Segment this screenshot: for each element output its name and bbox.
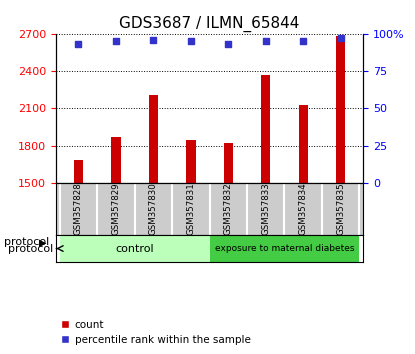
Point: [112, 38, 119, 44]
Bar: [74, 160, 83, 183]
Bar: [336, 36, 345, 183]
Bar: [298, 104, 308, 183]
Text: exposure to maternal diabetes: exposure to maternal diabetes: [215, 244, 354, 253]
Text: GSM357832: GSM357832: [224, 183, 233, 235]
Text: GSM357828: GSM357828: [74, 183, 83, 235]
Text: GSM357829: GSM357829: [112, 183, 120, 235]
Point: [75, 41, 82, 47]
Text: protocol: protocol: [8, 244, 53, 253]
Bar: [224, 143, 233, 183]
Title: GDS3687 / ILMN_65844: GDS3687 / ILMN_65844: [120, 16, 300, 32]
Point: [150, 37, 157, 42]
Text: ▶: ▶: [39, 238, 47, 247]
Bar: [149, 95, 158, 183]
Bar: [261, 75, 271, 183]
Text: protocol: protocol: [4, 238, 49, 247]
Point: [225, 41, 232, 47]
Text: GSM357831: GSM357831: [186, 183, 195, 235]
Point: [337, 35, 344, 41]
Bar: [186, 140, 195, 183]
Text: control: control: [115, 244, 154, 253]
Point: [188, 38, 194, 44]
Bar: [210, 235, 359, 262]
Text: GSM357830: GSM357830: [149, 183, 158, 235]
Text: GSM357834: GSM357834: [299, 183, 308, 235]
Bar: [111, 137, 121, 183]
Text: GSM357833: GSM357833: [261, 183, 270, 235]
Text: GSM357835: GSM357835: [336, 183, 345, 235]
Bar: [60, 235, 210, 262]
Point: [300, 38, 307, 44]
Legend: count, percentile rank within the sample: count, percentile rank within the sample: [61, 320, 251, 345]
Point: [262, 38, 269, 44]
